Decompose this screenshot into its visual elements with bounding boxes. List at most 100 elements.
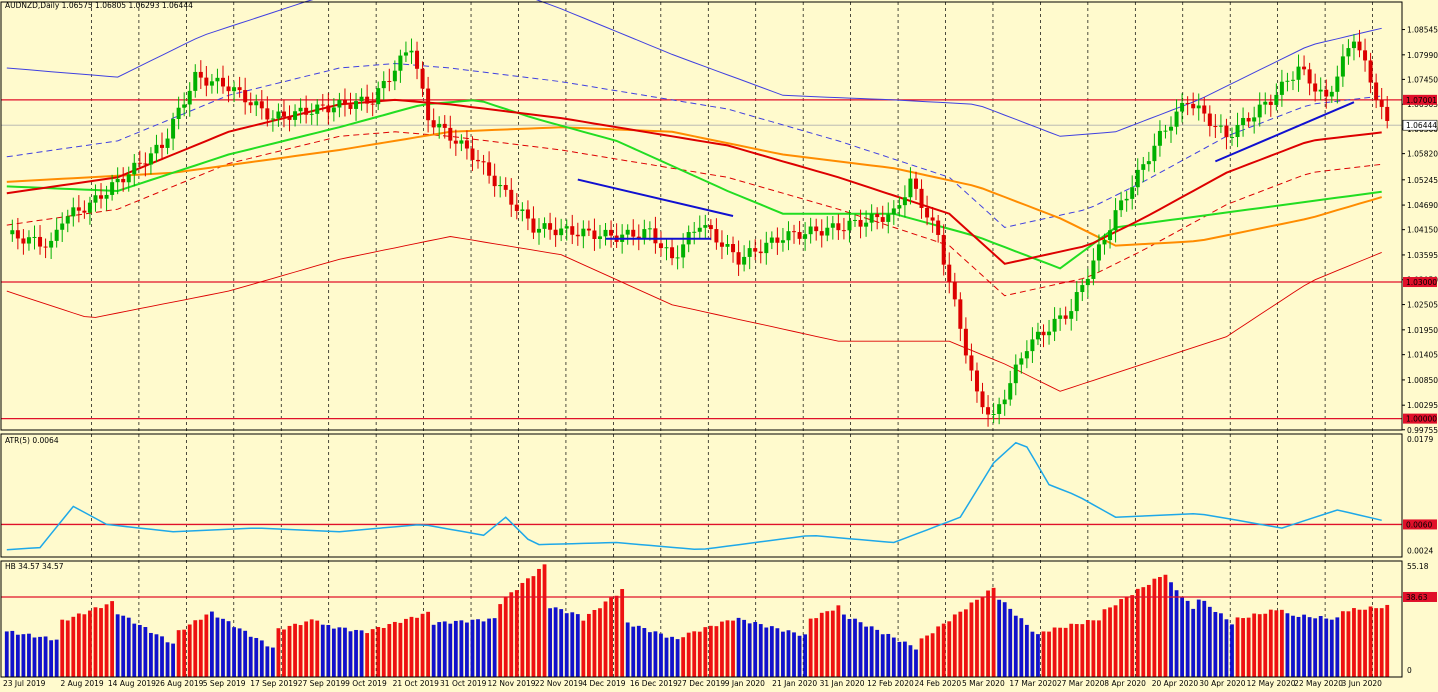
hb-bar <box>448 623 453 677</box>
hb-bar <box>1185 600 1190 677</box>
candle-body <box>769 237 774 243</box>
candle-body <box>1363 50 1368 61</box>
candle <box>1085 268 1090 298</box>
candle-body <box>237 87 242 91</box>
hb-bar <box>526 578 530 677</box>
candle-body <box>1202 105 1207 114</box>
hb-bar <box>952 614 957 677</box>
candle-body <box>814 226 819 232</box>
hb-bar <box>1313 618 1318 677</box>
candle <box>592 218 597 251</box>
hb-bar <box>1285 613 1290 677</box>
hb-bar <box>575 614 580 677</box>
candle <box>331 98 336 122</box>
candle <box>670 238 675 266</box>
hb-bar <box>49 640 54 677</box>
hb-bar <box>880 634 885 677</box>
candle-body <box>87 202 92 213</box>
candle <box>15 217 20 250</box>
candle-body <box>553 229 558 236</box>
hb-bar <box>1296 616 1301 677</box>
atr-level-tag <box>1403 519 1437 530</box>
price-tick-label: 1.01405 <box>1407 351 1438 360</box>
atr-tick-label: 0.0024 <box>1407 546 1433 555</box>
hb-bar <box>731 620 735 677</box>
date-tick-label: 27 Mar 2020 <box>1057 679 1105 688</box>
price-tick-label: 1.01950 <box>1407 326 1438 335</box>
candle-body <box>309 113 314 115</box>
candle-body <box>575 234 580 237</box>
date-tick-label: 16 Dec 2019 <box>630 679 678 688</box>
candle-body <box>1385 106 1390 121</box>
candle <box>675 245 680 270</box>
hb-bar <box>886 633 891 677</box>
hb-bar <box>919 638 924 677</box>
candle-body <box>415 50 420 69</box>
candle <box>1279 69 1284 107</box>
hb-bar <box>559 609 564 677</box>
candle <box>1368 52 1373 94</box>
pane-frame-1 <box>0 433 1403 558</box>
candle <box>625 224 630 245</box>
candle <box>182 92 187 117</box>
hb-bar <box>1063 627 1068 677</box>
candle <box>1069 298 1074 331</box>
hb-bar <box>1324 618 1329 677</box>
candle <box>536 218 541 245</box>
candle <box>1058 307 1063 331</box>
candle <box>1063 306 1068 325</box>
candle-body <box>337 99 342 108</box>
candle <box>220 65 225 94</box>
candle <box>692 222 697 245</box>
candle-body <box>542 223 547 229</box>
candle <box>886 202 891 234</box>
hb-bar <box>415 617 419 677</box>
candle <box>930 206 935 233</box>
candle-body <box>298 107 303 112</box>
candle <box>1080 278 1085 301</box>
level-tag-label: 1.00000 <box>1406 415 1437 424</box>
candle <box>487 151 492 184</box>
hb-bar <box>115 614 120 677</box>
hb-bar <box>980 597 985 677</box>
candle <box>265 96 270 127</box>
candle-body <box>320 104 325 106</box>
candle-body <box>830 223 835 228</box>
candle <box>503 177 508 197</box>
candle <box>431 108 436 135</box>
candle <box>82 200 87 219</box>
hb-bar <box>598 608 602 677</box>
candle <box>864 210 869 237</box>
hb-bar <box>204 614 209 677</box>
candle-body <box>498 185 503 187</box>
hb-bar <box>614 595 619 677</box>
candle-body <box>753 248 758 252</box>
hb-bar <box>936 626 941 677</box>
candle-body <box>1357 41 1362 51</box>
candle-body <box>764 242 769 254</box>
hb-bar <box>154 634 159 677</box>
candle-body <box>226 86 231 92</box>
hb-bar <box>769 626 774 677</box>
hb-bar <box>1041 631 1046 677</box>
candle <box>597 224 602 249</box>
candle-body <box>1235 125 1240 138</box>
hb-bar <box>254 637 259 677</box>
candle <box>703 214 708 239</box>
hb-bar <box>1091 620 1096 677</box>
candle <box>437 116 442 139</box>
candle-body <box>1047 331 1052 336</box>
candle-body <box>725 244 730 247</box>
hb-bar <box>1047 631 1051 677</box>
hb-bar <box>897 641 902 677</box>
candle <box>254 94 259 117</box>
candle <box>464 130 469 160</box>
candle-body <box>1252 117 1257 122</box>
candle <box>1357 29 1362 58</box>
price-pane: AUDNZD,Daily 1.06575 1.06805 1.06293 1.0… <box>1 0 1402 427</box>
candle <box>747 240 752 270</box>
date-tick-label: 9 Jan 2020 <box>725 679 765 688</box>
hb-bar <box>847 618 852 677</box>
candle-body <box>586 228 591 231</box>
candle <box>270 110 275 132</box>
